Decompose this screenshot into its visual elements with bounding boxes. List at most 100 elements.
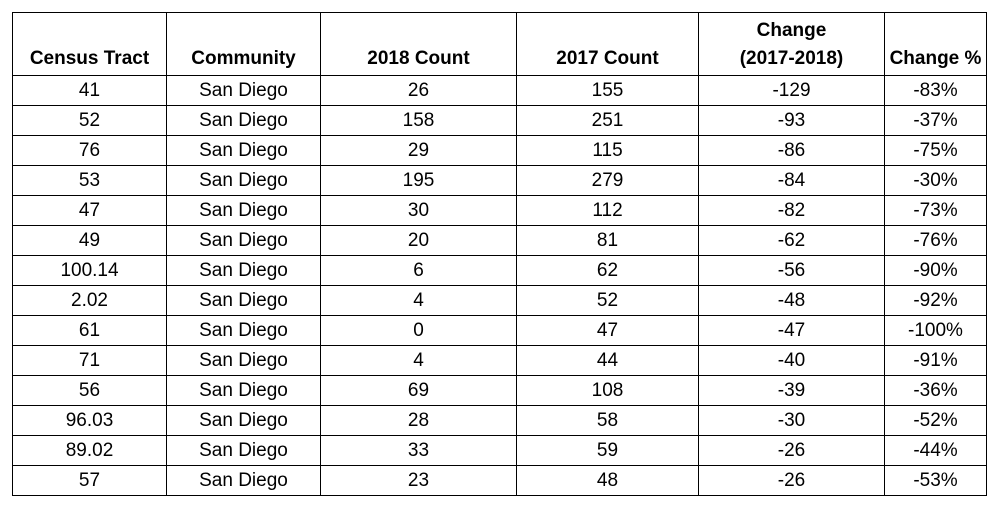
cell-census-tract: 56 bbox=[12, 375, 167, 406]
table-row: 57 San Diego 23 48 -26 -53% bbox=[12, 465, 987, 496]
table-row: 71 San Diego 4 44 -40 -91% bbox=[12, 345, 987, 376]
cell-count-2018: 158 bbox=[320, 105, 517, 136]
cell-community: San Diego bbox=[166, 405, 321, 436]
cell-count-2018: 6 bbox=[320, 255, 517, 286]
cell-community: San Diego bbox=[166, 75, 321, 106]
cell-change-pct: -75% bbox=[884, 135, 987, 166]
cell-census-tract: 41 bbox=[12, 75, 167, 106]
cell-community: San Diego bbox=[166, 285, 321, 316]
cell-change: -84 bbox=[698, 165, 885, 196]
cell-census-tract: 61 bbox=[12, 315, 167, 346]
cell-community: San Diego bbox=[166, 255, 321, 286]
cell-count-2017: 279 bbox=[516, 165, 699, 196]
table-row: 47 San Diego 30 112 -82 -73% bbox=[12, 195, 987, 226]
table-row: 56 San Diego 69 108 -39 -36% bbox=[12, 375, 987, 406]
cell-census-tract: 76 bbox=[12, 135, 167, 166]
cell-count-2017: 47 bbox=[516, 315, 699, 346]
column-header-census-tract: Census Tract bbox=[12, 12, 167, 76]
cell-census-tract: 100.14 bbox=[12, 255, 167, 286]
table-header-row: Census Tract Community 2018 Count 2017 Coun… bbox=[12, 12, 987, 76]
cell-census-tract: 47 bbox=[12, 195, 167, 226]
cell-change: -39 bbox=[698, 375, 885, 406]
table-row: 41 San Diego 26 155 -129 -83% bbox=[12, 75, 987, 106]
table-body: 41 San Diego 26 155 -129 -83% 52 San Diego 158 25… bbox=[12, 75, 987, 496]
cell-change-pct: -44% bbox=[884, 435, 987, 466]
cell-census-tract: 2.02 bbox=[12, 285, 167, 316]
column-header-label: 2017 Count bbox=[556, 48, 659, 69]
cell-census-tract: 53 bbox=[12, 165, 167, 196]
cell-count-2018: 28 bbox=[320, 405, 517, 436]
cell-count-2018: 30 bbox=[320, 195, 517, 226]
cell-census-tract: 96.03 bbox=[12, 405, 167, 436]
cell-change-pct: -53% bbox=[884, 465, 987, 496]
cell-community: San Diego bbox=[166, 105, 321, 136]
cell-community: San Diego bbox=[166, 375, 321, 406]
cell-change: -62 bbox=[698, 225, 885, 256]
cell-census-tract: 49 bbox=[12, 225, 167, 256]
cell-change-pct: -30% bbox=[884, 165, 987, 196]
cell-count-2017: 112 bbox=[516, 195, 699, 226]
cell-count-2018: 69 bbox=[320, 375, 517, 406]
column-header-change: Change (2017-2018) bbox=[698, 12, 885, 76]
cell-count-2018: 33 bbox=[320, 435, 517, 466]
table-row: 53 San Diego 195 279 -84 -30% bbox=[12, 165, 987, 196]
cell-change: -48 bbox=[698, 285, 885, 316]
column-header-label: Change bbox=[756, 20, 827, 41]
cell-count-2018: 29 bbox=[320, 135, 517, 166]
column-header-community: Community bbox=[166, 12, 321, 76]
cell-change: -86 bbox=[698, 135, 885, 166]
cell-count-2018: 4 bbox=[320, 285, 517, 316]
cell-change: -30 bbox=[698, 405, 885, 436]
column-header-label: (2017-2018) bbox=[739, 48, 844, 69]
cell-change-pct: -52% bbox=[884, 405, 987, 436]
cell-community: San Diego bbox=[166, 315, 321, 346]
cell-change: -40 bbox=[698, 345, 885, 376]
cell-change: -56 bbox=[698, 255, 885, 286]
cell-count-2018: 23 bbox=[320, 465, 517, 496]
cell-change: -93 bbox=[698, 105, 885, 136]
cell-community: San Diego bbox=[166, 435, 321, 466]
cell-change-pct: -100% bbox=[884, 315, 987, 346]
cell-count-2018: 26 bbox=[320, 75, 517, 106]
cell-community: San Diego bbox=[166, 165, 321, 196]
cell-count-2018: 0 bbox=[320, 315, 517, 346]
table-row: 61 San Diego 0 47 -47 -100% bbox=[12, 315, 987, 346]
cell-change-pct: -91% bbox=[884, 345, 987, 376]
column-header-label: Census Tract bbox=[29, 48, 150, 69]
cell-change: -47 bbox=[698, 315, 885, 346]
cell-count-2017: 48 bbox=[516, 465, 699, 496]
cell-count-2017: 251 bbox=[516, 105, 699, 136]
cell-count-2017: 115 bbox=[516, 135, 699, 166]
cell-change-pct: -90% bbox=[884, 255, 987, 286]
table-row: 52 San Diego 158 251 -93 -37% bbox=[12, 105, 987, 136]
cell-count-2017: 155 bbox=[516, 75, 699, 106]
cell-count-2018: 195 bbox=[320, 165, 517, 196]
column-header-count-2018: 2018 Count bbox=[320, 12, 517, 76]
cell-change-pct: -73% bbox=[884, 195, 987, 226]
cell-change-pct: -36% bbox=[884, 375, 987, 406]
census-tract-table: Census Tract Community 2018 Count 2017 Coun… bbox=[12, 12, 987, 496]
cell-count-2017: 58 bbox=[516, 405, 699, 436]
cell-community: San Diego bbox=[166, 465, 321, 496]
cell-change-pct: -37% bbox=[884, 105, 987, 136]
table-row: 76 San Diego 29 115 -86 -75% bbox=[12, 135, 987, 166]
cell-count-2017: 52 bbox=[516, 285, 699, 316]
cell-community: San Diego bbox=[166, 345, 321, 376]
cell-change: -26 bbox=[698, 465, 885, 496]
cell-census-tract: 52 bbox=[12, 105, 167, 136]
cell-count-2017: 108 bbox=[516, 375, 699, 406]
cell-community: San Diego bbox=[166, 195, 321, 226]
cell-count-2017: 59 bbox=[516, 435, 699, 466]
cell-census-tract: 71 bbox=[12, 345, 167, 376]
table-row: 2.02 San Diego 4 52 -48 -92% bbox=[12, 285, 987, 316]
table-row: 49 San Diego 20 81 -62 -76% bbox=[12, 225, 987, 256]
cell-change-pct: -83% bbox=[884, 75, 987, 106]
cell-change: -26 bbox=[698, 435, 885, 466]
table-row: 100.14 San Diego 6 62 -56 -90% bbox=[12, 255, 987, 286]
column-header-label: 2018 Count bbox=[367, 48, 470, 69]
cell-count-2017: 44 bbox=[516, 345, 699, 376]
column-header-label: Change % bbox=[889, 48, 982, 69]
table-row: 89.02 San Diego 33 59 -26 -44% bbox=[12, 435, 987, 466]
cell-change: -129 bbox=[698, 75, 885, 106]
cell-change-pct: -76% bbox=[884, 225, 987, 256]
